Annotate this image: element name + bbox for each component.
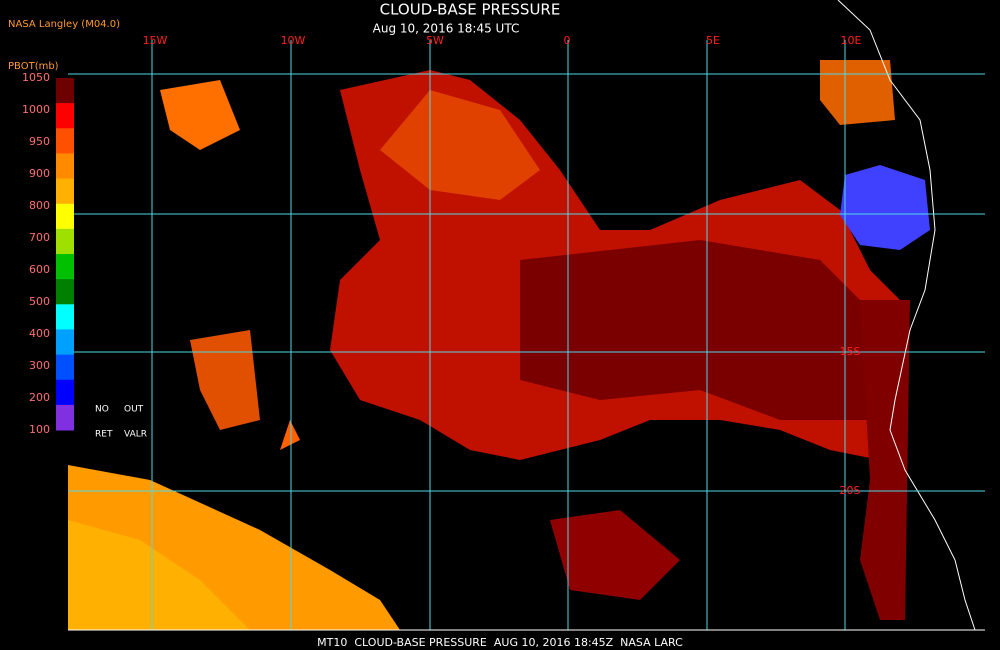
legend-swatch bbox=[56, 279, 74, 305]
legend-tick-label: 800 bbox=[29, 199, 50, 212]
legend-swatch bbox=[56, 103, 74, 129]
subtitle: Aug 10, 2016 18:45 UTC bbox=[373, 22, 520, 36]
legend-tick-label: 200 bbox=[29, 391, 50, 404]
legend-tick-label: 500 bbox=[29, 295, 50, 308]
title: CLOUD-BASE PRESSURE bbox=[380, 1, 561, 19]
legend-swatch bbox=[56, 304, 74, 330]
legend-swatch bbox=[56, 404, 74, 431]
longitude-label: 10W bbox=[281, 34, 306, 47]
legend-swatch bbox=[56, 254, 74, 280]
legend-note: VALR bbox=[124, 430, 147, 440]
legend-swatch bbox=[56, 329, 74, 356]
graticule bbox=[68, 40, 985, 630]
legend-tick-label: 900 bbox=[29, 167, 50, 180]
longitude-label: 0 bbox=[564, 34, 571, 47]
longitude-label: 15W bbox=[143, 34, 168, 47]
cloud-field bbox=[68, 60, 930, 630]
latitude-label: 20S bbox=[840, 484, 861, 497]
legend-note: OUT bbox=[124, 405, 144, 415]
source-label: NASA Langley (M04.0) bbox=[8, 19, 120, 30]
legend-swatch bbox=[56, 178, 74, 205]
legend-swatch bbox=[56, 203, 74, 230]
legend-tick-label: 1000 bbox=[22, 103, 50, 116]
coastline bbox=[837, 0, 976, 631]
legend-title: PBOT(mb) bbox=[8, 61, 59, 72]
legend-note: NO bbox=[95, 405, 109, 415]
legend-tick-label: 300 bbox=[29, 359, 50, 372]
map-labels: 15W 10W 5W 0 5E 10E 15S 20S bbox=[143, 34, 862, 497]
legend-swatch bbox=[56, 354, 74, 381]
legend-swatch bbox=[56, 128, 74, 154]
latitude-label: 15S bbox=[840, 345, 861, 358]
footer: MT10 CLOUD-BASE PRESSURE AUG 10, 2016 18… bbox=[317, 636, 683, 649]
legend-swatch bbox=[56, 228, 74, 255]
legend-swatch bbox=[56, 379, 74, 406]
legend-tick-label: 100 bbox=[29, 423, 50, 436]
legend-tick-label: 1050 bbox=[22, 71, 50, 84]
longitude-label: 10E bbox=[841, 34, 862, 47]
longitude-label: 5W bbox=[426, 34, 444, 47]
legend-swatch bbox=[56, 153, 74, 180]
legend-tick-label: 400 bbox=[29, 327, 50, 340]
legend-tick-label: 700 bbox=[29, 231, 50, 244]
legend-swatch bbox=[56, 78, 74, 104]
legend-note: RET bbox=[95, 430, 113, 440]
legend-tick-label: 600 bbox=[29, 263, 50, 276]
legend-tick-label: 950 bbox=[29, 135, 50, 148]
longitude-label: 5E bbox=[706, 34, 720, 47]
legend: 1050 1000 950 900 800 700 600 500 400 300 200 100 NO… bbox=[22, 71, 147, 440]
